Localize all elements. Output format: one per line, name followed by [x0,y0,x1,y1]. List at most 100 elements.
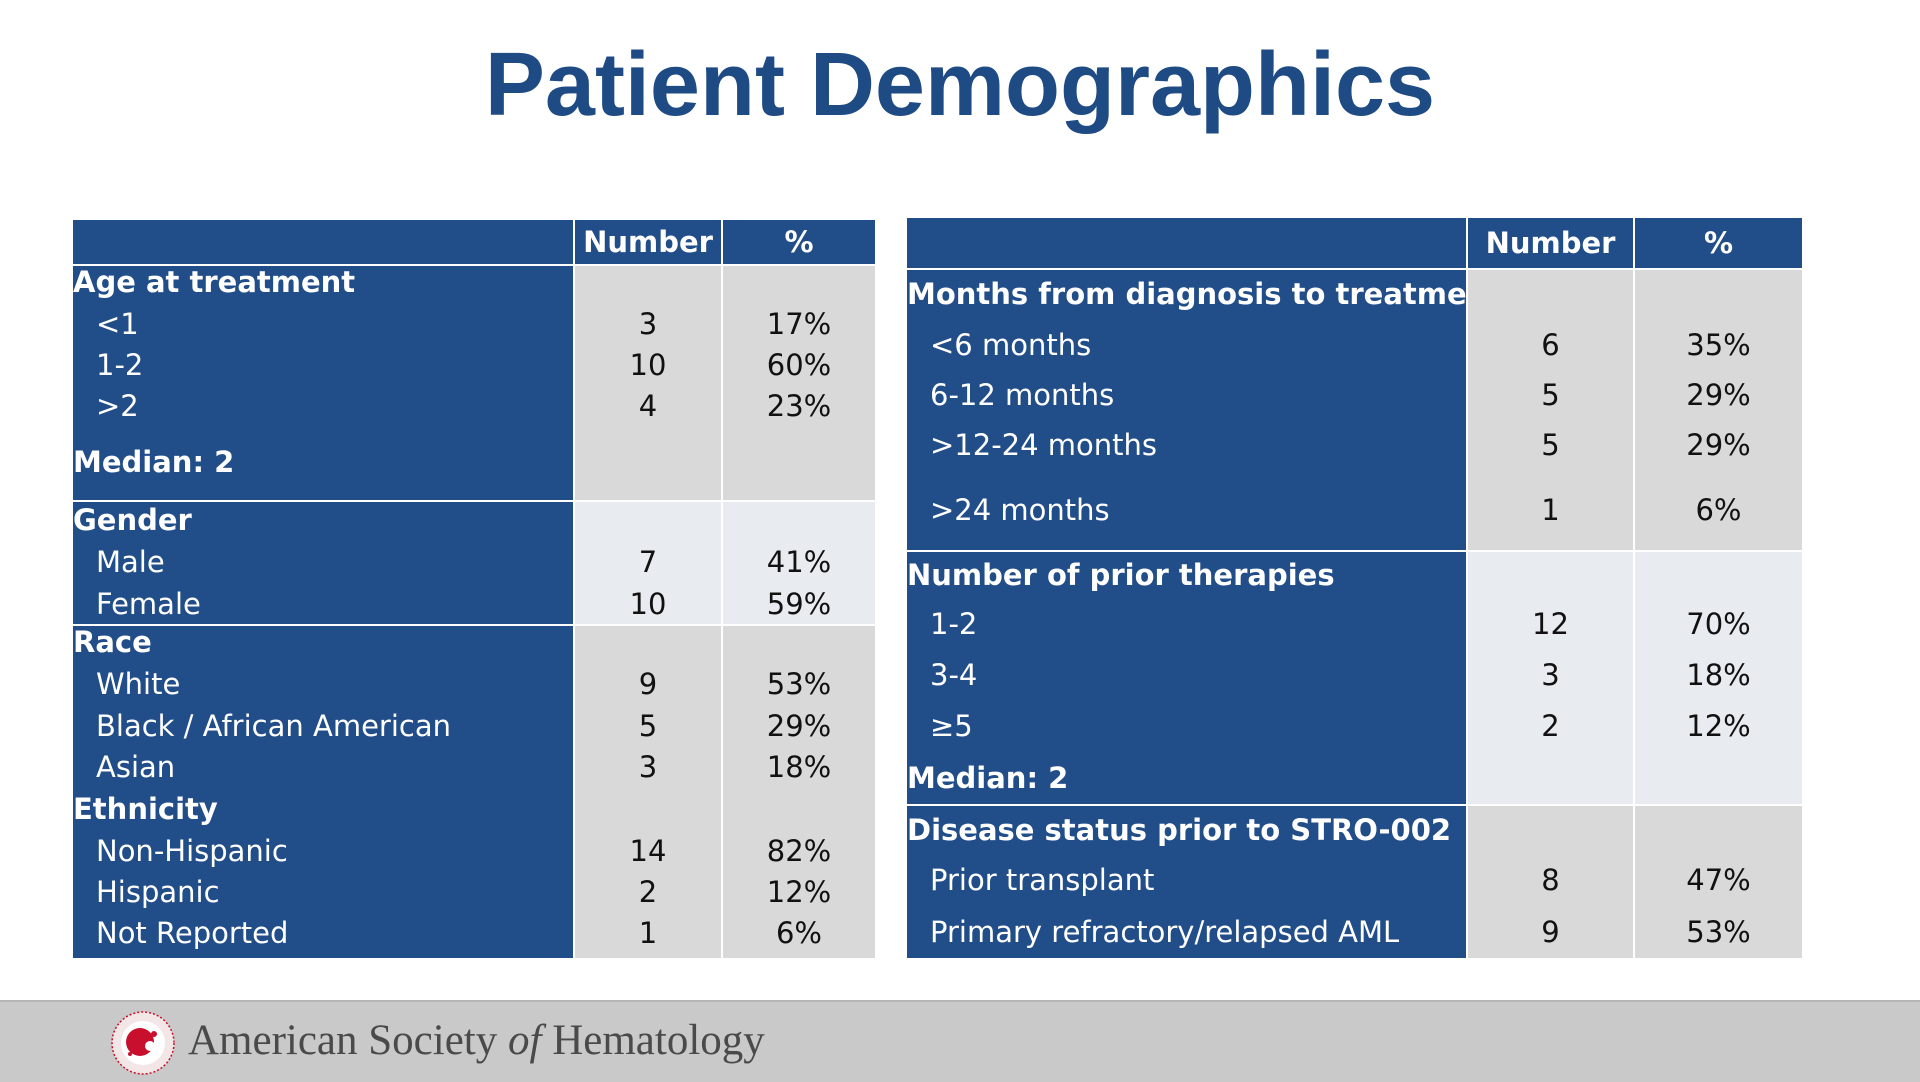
row-label: <6 months [930,328,1092,362]
percent-cell: 53% 29% 18% 82% 12% 6% [723,626,875,958]
row-label: White [96,667,181,701]
section-disease-status: Disease status prior to STRO-002 Prior t… [907,806,1802,958]
section-heading: Age at treatment [73,265,356,299]
row-percent: 29% [1686,378,1751,412]
section-prior-therapies: Number of prior therapies 1-2 3-4 ≥5 Med… [907,552,1802,804]
header-label-cell [907,218,1466,268]
row-label: Non-Hispanic [96,834,288,868]
percent-cell: 47% 53% [1635,806,1802,958]
row-number: 9 [638,667,658,701]
row-number: 2 [638,875,658,909]
row-label: >12-24 months [930,428,1158,462]
table-header-row: Number % [73,220,875,264]
page-title: Patient Demographics [484,35,1436,135]
number-cell: 8 9 [1468,806,1633,958]
median-note: Median: 2 [73,445,235,479]
section-label-cell: Gender Male Female [73,502,573,624]
section-heading: Number of prior therapies [907,558,1335,592]
row-number: 6 [1541,328,1560,362]
row-label: 1-2 [930,607,978,641]
section-label-cell: Race White Black / African American Asia… [73,626,573,958]
row-percent: 47% [1686,863,1751,897]
section-label-cell: Number of prior therapies 1-2 3-4 ≥5 Med… [907,552,1466,804]
section-label-cell: Age at treatment <1 1-2 >2 Median: 2 [73,266,573,500]
header-number: Number [1468,218,1633,268]
row-label: 6-12 months [930,378,1115,412]
row-label: 3-4 [930,658,978,692]
row-percent: 82% [766,834,832,868]
number-cell: 12 3 2 [1468,552,1633,804]
row-number: 14 [629,834,667,868]
row-label: Not Reported [96,916,289,950]
percent-cell: 17% 60% 23% [723,266,875,500]
row-percent: 23% [766,389,832,423]
row-number: 5 [1541,428,1560,462]
header-label-cell [73,220,573,264]
row-label: Hispanic [96,875,220,909]
median-note: Median: 2 [907,761,1069,795]
row-number: 10 [629,348,667,382]
org-name-of: of [508,1017,542,1064]
ash-logo-icon [111,1011,175,1075]
row-number: 3 [638,307,658,341]
number-cell: 3 10 4 [575,266,721,500]
percent-cell: 41% 59% [723,502,875,624]
section-heading: Disease status prior to STRO-002 [907,813,1452,847]
row-label: Prior transplant [930,863,1155,897]
row-label: >2 [96,389,139,423]
row-label: Asian [96,750,176,784]
row-number: 5 [638,709,658,743]
section-heading: Gender [73,503,192,537]
row-percent: 53% [1686,915,1751,949]
section-heading: Months from diagnosis to treatment [907,277,1502,311]
row-number: 2 [1541,709,1560,743]
row-percent: 6% [1695,493,1742,527]
number-cell: 9 5 3 14 2 1 [575,626,721,958]
row-percent: 29% [1686,428,1751,462]
row-percent: 17% [766,307,832,341]
subsection-heading: Ethnicity [73,792,218,826]
row-number: 4 [638,389,658,423]
row-number: 1 [1541,493,1560,527]
row-label: ≥5 [930,709,973,743]
header-percent: % [1635,218,1802,268]
percent-cell: 70% 18% 12% [1635,552,1802,804]
table-header-row: Number % [907,218,1802,268]
header-number: Number [575,220,721,264]
row-percent: 41% [766,545,832,579]
row-percent: 70% [1686,607,1751,641]
row-label: 1-2 [96,348,144,382]
row-label: Female [96,587,201,621]
footer-bar: American Society of Hematology [0,1000,1920,1082]
section-months-to-treatment: Months from diagnosis to treatment <6 mo… [907,270,1802,550]
row-label: Male [96,545,165,579]
row-number: 12 [1532,607,1569,641]
row-label: Black / African American [96,709,451,743]
row-percent: 60% [766,348,832,382]
row-number: 3 [1541,658,1560,692]
row-percent: 53% [766,667,832,701]
organization-name: American Society of Hematology [188,1016,765,1065]
row-percent: 6% [775,916,822,950]
row-number: 3 [638,750,658,784]
row-label: <1 [96,307,139,341]
org-name-start: American Society [188,1017,509,1064]
row-number: 1 [638,916,658,950]
number-cell: 7 10 [575,502,721,624]
row-percent: 59% [766,587,832,621]
header-percent: % [723,220,875,264]
row-percent: 18% [766,750,832,784]
row-percent: 35% [1686,328,1751,362]
section-race-ethnicity: Race White Black / African American Asia… [73,626,875,958]
row-number: 7 [638,545,658,579]
row-number: 9 [1541,915,1560,949]
row-percent: 29% [766,709,832,743]
row-label: Primary refractory/relapsed AML [930,915,1400,949]
section-age: Age at treatment <1 1-2 >2 Median: 2 3 1… [73,266,875,500]
left-demographics-table: Number % Age at treatment <1 1-2 >2 Medi… [73,220,875,958]
number-cell: 6 5 5 1 [1468,270,1633,550]
percent-cell: 35% 29% 29% 6% [1635,270,1802,550]
org-name-end: Hematology [541,1017,765,1064]
right-clinical-table: Number % Months from diagnosis to treatm… [907,218,1802,958]
row-percent: 18% [1686,658,1751,692]
